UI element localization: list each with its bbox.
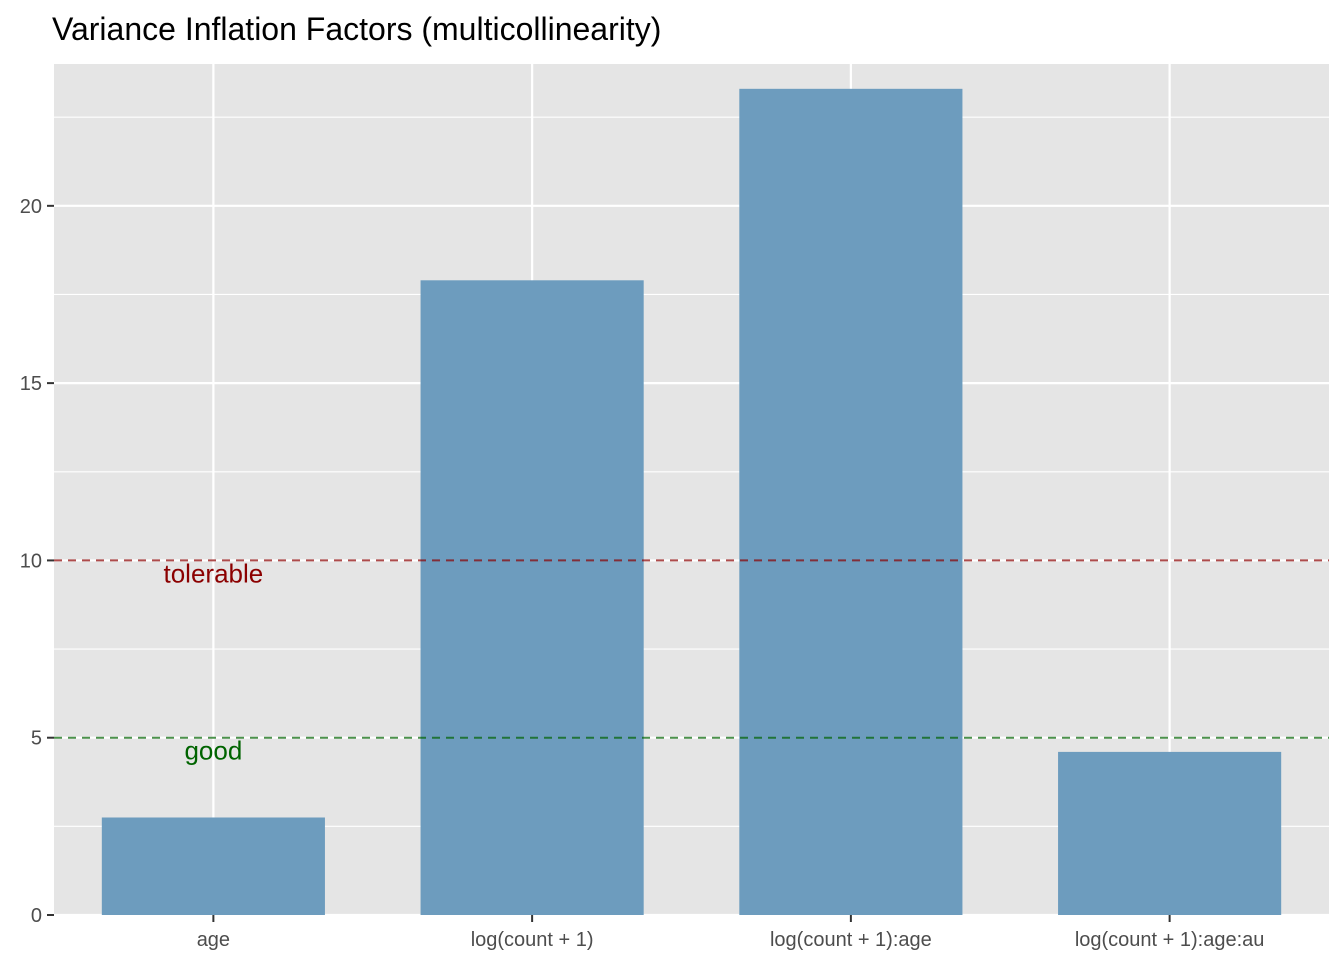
y-tick-label-4: 20	[20, 196, 42, 218]
axes: 0 5 10 15 20 age log(count + 1) log(count + 1):…	[20, 196, 1265, 951]
reference-label-1: good	[184, 736, 242, 766]
bar-2	[739, 88, 963, 916]
x-tick-label-2: log(count + 1):age	[770, 929, 932, 951]
x-tick-label-3: log(count + 1):age:au	[1075, 929, 1265, 951]
chart-title: Variance Inflation Factors (multicolline…	[52, 11, 661, 47]
bars	[101, 88, 1282, 916]
y-tick-label-0: 0	[31, 905, 42, 927]
reference-label-0: tolerable	[164, 558, 264, 588]
x-tick-label-0: age	[197, 929, 230, 951]
x-tick-label-1: log(count + 1)	[471, 929, 594, 951]
bar-1	[420, 280, 644, 915]
bar-0	[101, 817, 325, 915]
y-tick-label-3: 15	[20, 373, 42, 395]
bar-3	[1058, 751, 1282, 915]
reference-lines: tolerable good	[54, 558, 1329, 766]
y-tick-label-2: 10	[20, 550, 42, 572]
y-tick-label-1: 5	[31, 728, 42, 750]
